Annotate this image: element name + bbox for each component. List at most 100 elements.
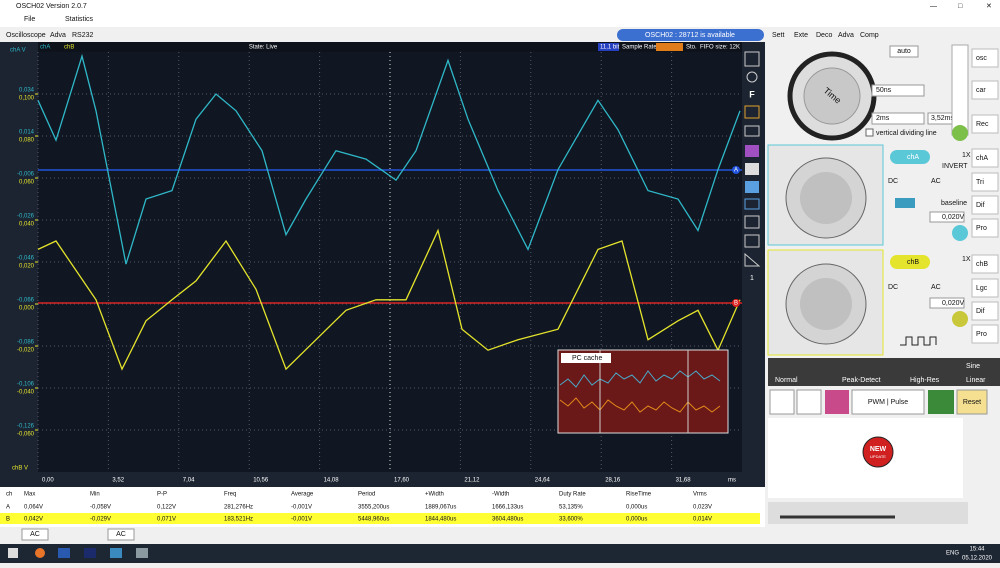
wave[interactable]: Linear [966, 377, 986, 384]
table-cell: 1666,133us [492, 505, 523, 511]
y2-tick-label: 0,040 [19, 222, 35, 228]
menu-item[interactable]: File [24, 16, 35, 23]
panel-tab[interactable]: Exte [794, 32, 808, 39]
tab-strip [0, 27, 765, 42]
badge-text: NEW [870, 446, 887, 453]
side-button[interactable] [971, 218, 999, 238]
panel-tab[interactable]: Deco [816, 32, 832, 39]
banner[interactable] [617, 29, 764, 41]
tab[interactable]: RS232 [72, 32, 94, 39]
tool-icon[interactable] [744, 105, 760, 119]
side-button[interactable] [971, 48, 999, 68]
input[interactable] [929, 297, 965, 309]
pwm-button[interactable] [851, 389, 925, 415]
tool-icon[interactable] [744, 51, 760, 67]
menu-item[interactable]: Statistics [65, 16, 94, 23]
side-button[interactable] [971, 254, 999, 274]
table-cell: 1889,067us [425, 505, 456, 511]
app-icon[interactable] [58, 548, 70, 558]
table-cell: 33,600% [559, 517, 583, 523]
tool-icon[interactable] [744, 125, 760, 137]
side-buttons: osc car Rec chA Tri Dif Pro chB Lgc Dif Pro [971, 48, 999, 344]
y-tick-label: -0,026 [17, 214, 35, 220]
coupling-box[interactable] [107, 528, 135, 541]
badge-sub: UPDATE [870, 454, 886, 459]
cursor-a[interactable] [732, 166, 740, 174]
refresh[interactable] [952, 225, 968, 241]
tool-icon[interactable] [745, 145, 759, 157]
side-button[interactable] [971, 195, 999, 215]
side-button[interactable] [971, 114, 999, 134]
side-button[interactable] [971, 278, 999, 298]
app-icon[interactable] [110, 548, 122, 558]
table-header: +Width [425, 492, 444, 498]
badge[interactable] [862, 436, 894, 468]
tool-icon[interactable] [744, 198, 760, 210]
fft-button[interactable] [928, 390, 954, 414]
side-button[interactable] [971, 172, 999, 192]
mode[interactable]: Normal [775, 377, 798, 384]
panel-tab[interactable]: Sett [772, 32, 785, 39]
tool-icon[interactable] [745, 181, 759, 193]
select[interactable] [871, 112, 925, 125]
tool-icon[interactable] [744, 234, 760, 248]
table-header: -Width [492, 492, 509, 498]
checkbox[interactable] [865, 128, 874, 137]
plot: 0,00 3,52 7,04 10,56 14,08 17,60 21,12 24,64 28,… [17, 52, 742, 484]
select[interactable] [871, 84, 925, 97]
x-tick-label: 7,04 [183, 478, 195, 484]
tool-letter[interactable]: F [749, 89, 755, 99]
table-cell: 0,042V [24, 517, 43, 523]
tool-icon[interactable] [746, 71, 758, 83]
panel-tab[interactable]: Adva [838, 32, 854, 39]
cha-toggle[interactable] [890, 150, 930, 164]
input[interactable] [929, 211, 965, 223]
wave[interactable]: Sine [966, 363, 980, 370]
mode[interactable]: High-Res [910, 377, 940, 384]
coupling-box[interactable] [21, 528, 49, 541]
side-button[interactable] [971, 80, 999, 100]
tool-icon[interactable] [745, 163, 759, 175]
table-cell: A [6, 505, 10, 511]
side-button[interactable] [971, 301, 999, 321]
refresh[interactable] [952, 125, 968, 141]
app-icon[interactable] [136, 548, 148, 558]
cursor-b[interactable] [732, 299, 740, 307]
minimize[interactable]: — [930, 3, 937, 10]
side-button[interactable] [971, 148, 999, 168]
close[interactable]: ✕ [986, 3, 992, 10]
y2-tick-label: -0,040 [17, 390, 35, 396]
table-cell: -0,029V [90, 517, 111, 523]
mode[interactable]: Peak-Detect [842, 377, 881, 384]
chb-toggle[interactable] [890, 255, 930, 269]
y2-tick-label: 0,080 [19, 138, 35, 144]
start[interactable] [8, 548, 18, 558]
slider[interactable] [951, 44, 969, 136]
probe: 1X [962, 152, 971, 159]
bits-box [598, 43, 619, 51]
tool-icon[interactable] [744, 215, 760, 229]
maximize[interactable]: □ [958, 3, 963, 10]
tool-button[interactable] [769, 389, 795, 415]
tool-icon[interactable] [744, 252, 761, 267]
tool-button[interactable] [796, 389, 822, 415]
title-bar [0, 0, 1000, 27]
panel-tab[interactable]: Comp [860, 32, 879, 39]
side-button[interactable] [971, 324, 999, 344]
tool-button[interactable] [825, 390, 849, 414]
trace [37, 53, 741, 265]
progress-area [768, 502, 968, 524]
date: 05.12.2020 [962, 556, 993, 562]
status-sto: Sto. [686, 45, 697, 51]
refresh[interactable] [952, 311, 968, 327]
cache-check[interactable] [561, 353, 611, 363]
table-header: P-P [157, 492, 167, 498]
tab[interactable]: Oscilloscope [6, 32, 46, 39]
auto-button[interactable] [889, 45, 919, 58]
reset-button[interactable] [956, 389, 988, 415]
table-cell: 183,521Hz [224, 517, 253, 523]
tab[interactable]: Adva [50, 32, 66, 39]
app-icon[interactable] [84, 548, 96, 558]
y2-tick-label: 0,000 [19, 306, 35, 312]
app-icon[interactable] [35, 548, 45, 558]
